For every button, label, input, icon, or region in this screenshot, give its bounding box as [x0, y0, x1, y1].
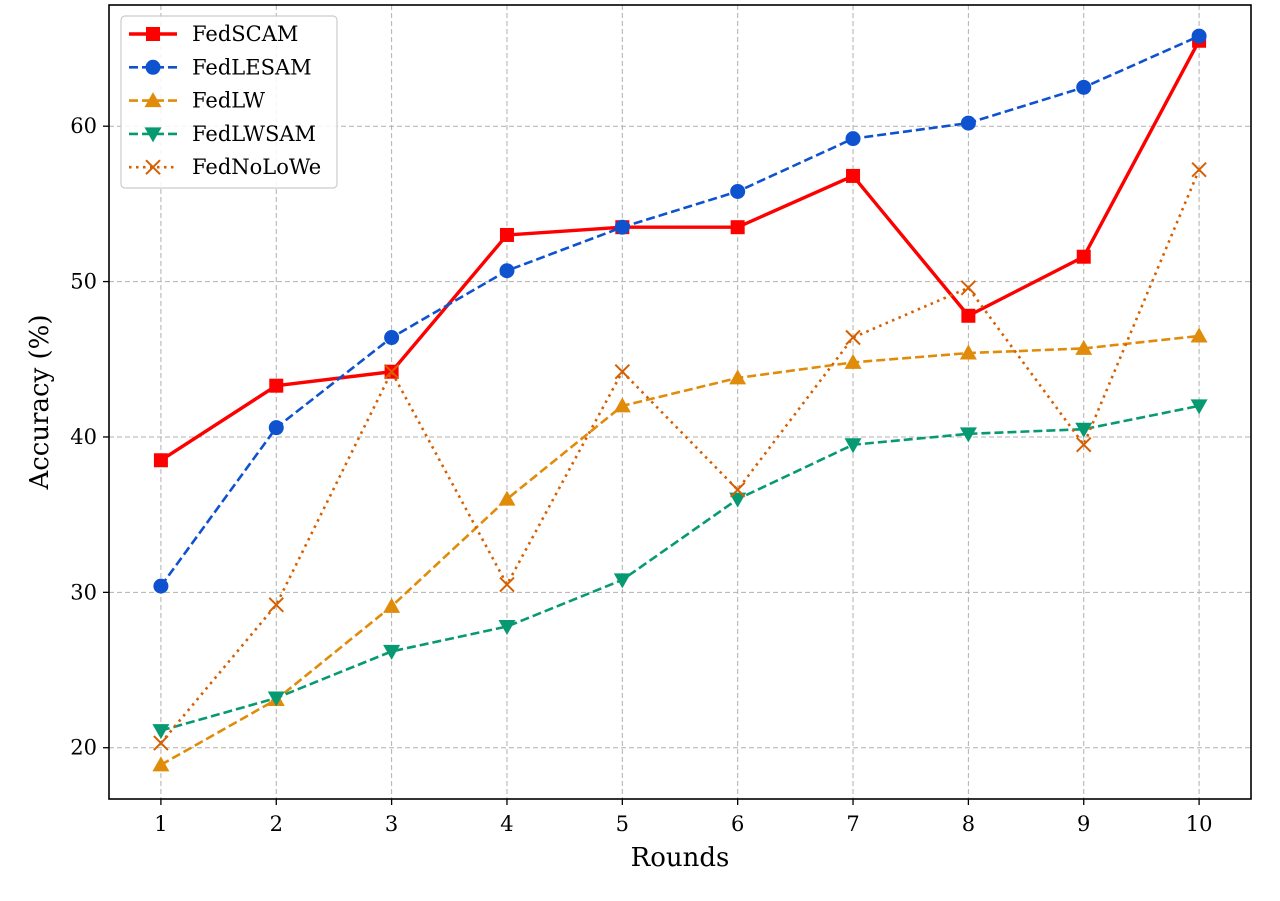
data-point [1076, 249, 1091, 264]
legend-marker [145, 59, 161, 75]
data-point [730, 220, 745, 235]
legend-entry: FedLESAM [129, 55, 312, 79]
data-point [384, 330, 400, 346]
y-axis-ticks: 20 30 40 50 60 [70, 114, 109, 760]
plot-frame [108, 4, 1252, 800]
data-point [1190, 399, 1208, 415]
data-point [960, 115, 976, 131]
data-point [961, 308, 976, 323]
data-point [1076, 79, 1092, 95]
data-point [268, 420, 284, 436]
data-point [845, 131, 861, 147]
data-point [1076, 437, 1092, 453]
legend-label: FedLW [192, 89, 265, 113]
y-axis-label: Accuracy (%) [25, 314, 55, 490]
data-point [153, 453, 168, 468]
y-tick-label: 50 [70, 270, 97, 294]
data-point [844, 438, 862, 454]
data-point [499, 576, 515, 593]
x-tick-label: 9 [1077, 812, 1090, 836]
legend-label: FedLWSAM [192, 122, 316, 146]
legend-label: FedNoLoWe [192, 155, 321, 179]
series-lines [152, 28, 1208, 772]
y-tick-label: 40 [70, 425, 97, 449]
x-tick-label: 6 [731, 812, 744, 836]
data-point [153, 735, 169, 751]
data-point [959, 427, 977, 443]
x-tick-label: 2 [270, 812, 283, 836]
legend-entry: FedLWSAM [129, 122, 316, 146]
series-line [159, 39, 1201, 462]
data-point [383, 644, 401, 660]
x-tick-label: 5 [616, 812, 629, 836]
series-line [159, 169, 1201, 744]
y-tick-label: 60 [70, 114, 97, 138]
legend-label: FedSCAM [192, 22, 298, 46]
x-axis-label: Rounds [631, 843, 730, 873]
data-point [499, 227, 514, 242]
data-point [1075, 422, 1093, 438]
x-tick-label: 3 [385, 812, 398, 836]
x-tick-label: 1 [154, 812, 167, 836]
data-point [268, 597, 284, 613]
data-point [153, 578, 169, 594]
data-point [152, 724, 170, 740]
data-point [845, 329, 861, 346]
series-line [160, 404, 1200, 732]
series-fedlw [152, 327, 1208, 772]
x-tick-label: 10 [1186, 812, 1213, 836]
data-point [613, 397, 631, 413]
legend-entry: FedNoLoWe [129, 155, 321, 179]
data-point [730, 183, 746, 199]
x-tick-label: 8 [962, 812, 975, 836]
data-point [1190, 327, 1208, 343]
y-tick-label: 30 [70, 580, 97, 604]
legend-entry: FedLW [129, 89, 265, 113]
data-point [498, 490, 516, 506]
x-tick-label: 7 [846, 812, 859, 836]
x-axis-ticks: 1 2 3 4 5 6 7 8 9 10 [154, 799, 1212, 836]
data-point [499, 263, 515, 279]
data-point [152, 756, 170, 772]
data-point [498, 620, 516, 636]
y-tick-label: 20 [70, 736, 97, 760]
legend-label: FedLESAM [192, 55, 312, 79]
data-point [729, 482, 746, 498]
data-point [844, 353, 862, 369]
x-tick-label: 4 [500, 812, 513, 836]
data-point [614, 219, 630, 235]
legend-marker [144, 92, 162, 108]
legend: FedSCAM FedLESAM FedLW FedLWSAM FedNoLoWe [120, 15, 338, 189]
data-point [267, 691, 285, 707]
legend-marker [146, 27, 160, 41]
data-point [614, 363, 631, 380]
data-point [729, 492, 747, 508]
legend-marker [145, 159, 161, 175]
series-fednolowe [153, 161, 1207, 751]
data-point [383, 597, 401, 613]
data-point [960, 280, 977, 296]
series-fedlwsam [152, 399, 1208, 740]
data-point [959, 344, 977, 360]
legend-box [120, 15, 338, 189]
data-point [613, 573, 631, 589]
legend-entry: FedSCAM [129, 22, 298, 46]
data-point [383, 363, 400, 380]
data-point [729, 369, 747, 385]
series-line [160, 334, 1200, 766]
series-fedlesam [153, 28, 1207, 594]
legend-marker [144, 127, 162, 143]
data-point [846, 168, 861, 183]
data-point [1075, 339, 1093, 355]
data-point [269, 378, 284, 393]
data-point [1191, 161, 1207, 178]
data-point [1191, 28, 1207, 44]
